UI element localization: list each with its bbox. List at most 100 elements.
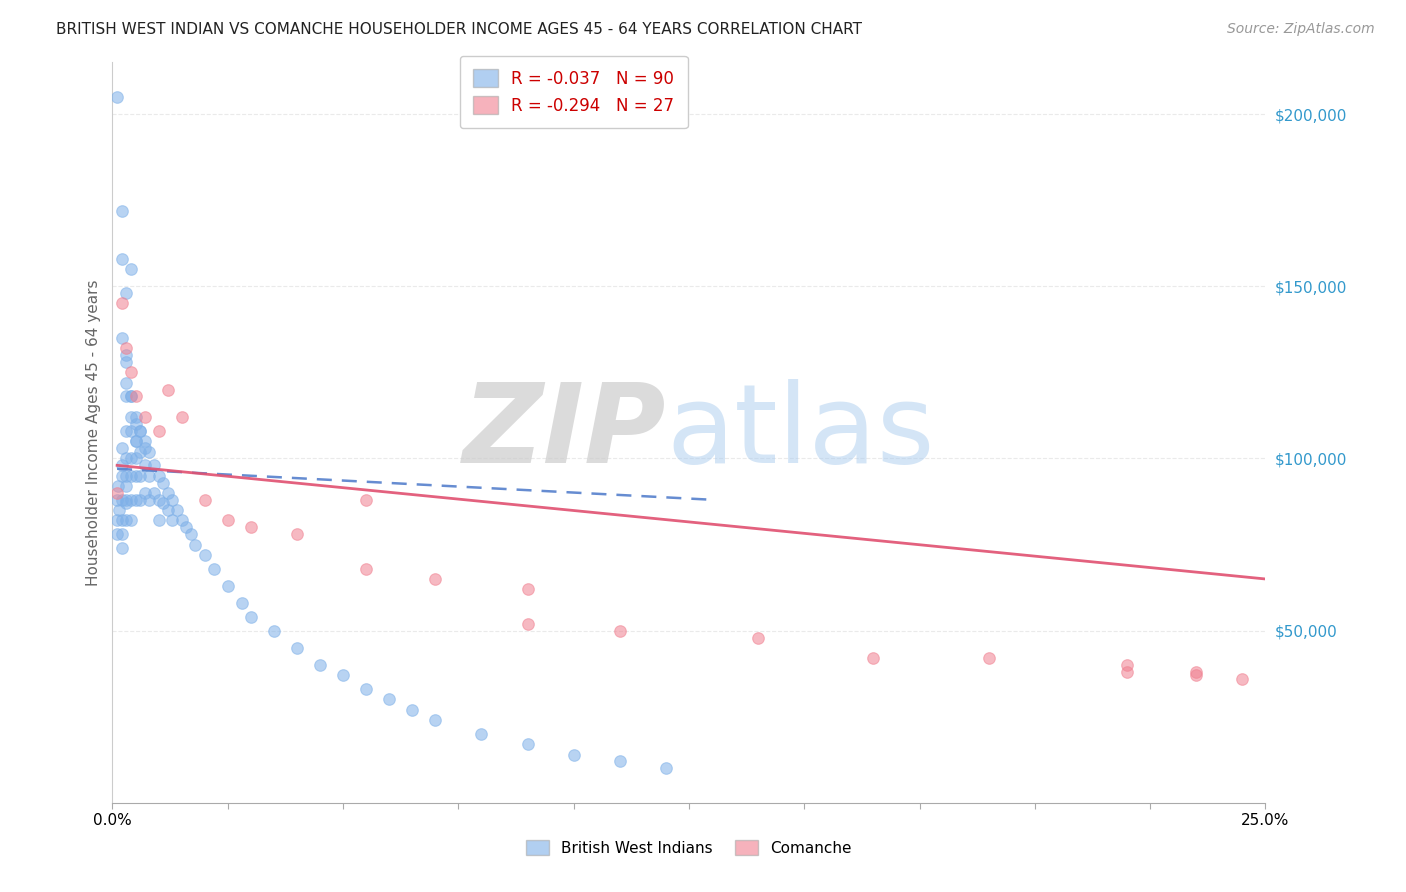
Point <box>239 610 262 624</box>
Point <box>111 203 134 218</box>
Point <box>120 410 142 425</box>
Text: ZIP: ZIP <box>463 379 666 486</box>
Point <box>111 296 134 310</box>
Point <box>115 451 138 466</box>
Point <box>120 451 142 466</box>
Point <box>120 389 142 403</box>
Point <box>115 341 138 355</box>
Point <box>107 479 129 493</box>
Point <box>562 747 585 762</box>
Point <box>655 761 678 775</box>
Point <box>309 658 332 673</box>
Point <box>148 492 170 507</box>
Point <box>170 513 193 527</box>
Point <box>115 468 138 483</box>
Point <box>111 331 134 345</box>
Point <box>120 389 142 403</box>
Point <box>120 262 142 277</box>
Text: atlas: atlas <box>666 379 935 486</box>
Point <box>285 527 308 541</box>
Point <box>138 444 160 458</box>
Point <box>152 475 174 490</box>
Point <box>148 468 170 483</box>
Point <box>105 90 128 104</box>
Point <box>115 286 138 301</box>
Point <box>129 424 152 438</box>
Point <box>202 561 225 575</box>
Point <box>977 651 1000 665</box>
Point <box>354 561 377 575</box>
Point <box>124 492 146 507</box>
Point <box>425 572 447 586</box>
Point <box>115 355 138 369</box>
Y-axis label: Householder Income Ages 45 - 64 years: Householder Income Ages 45 - 64 years <box>86 279 101 586</box>
Point <box>111 252 134 266</box>
Point <box>516 616 538 631</box>
Point <box>1116 665 1139 679</box>
Point <box>124 417 146 431</box>
Point <box>609 624 631 638</box>
Point <box>148 513 170 527</box>
Point <box>162 492 184 507</box>
Point <box>134 434 156 449</box>
Point <box>143 458 166 473</box>
Point <box>124 389 146 403</box>
Point <box>217 513 239 527</box>
Point <box>138 468 160 483</box>
Point <box>166 503 188 517</box>
Point <box>425 713 447 727</box>
Point <box>111 527 134 541</box>
Point <box>354 682 377 697</box>
Point <box>105 486 128 500</box>
Point <box>285 640 308 655</box>
Point <box>239 520 262 534</box>
Point <box>1185 668 1208 682</box>
Point <box>378 692 401 706</box>
Point <box>124 434 146 449</box>
Point <box>111 468 134 483</box>
Point <box>332 668 354 682</box>
Point <box>862 651 884 665</box>
Point <box>105 513 128 527</box>
Text: BRITISH WEST INDIAN VS COMANCHE HOUSEHOLDER INCOME AGES 45 - 64 YEARS CORRELATIO: BRITISH WEST INDIAN VS COMANCHE HOUSEHOL… <box>56 22 862 37</box>
Point <box>111 513 134 527</box>
Point <box>162 513 184 527</box>
Text: Source: ZipAtlas.com: Source: ZipAtlas.com <box>1227 22 1375 37</box>
Point <box>120 424 142 438</box>
Point <box>516 582 538 597</box>
Point <box>194 548 217 562</box>
Point <box>115 389 138 403</box>
Point <box>1116 658 1139 673</box>
Point <box>134 486 156 500</box>
Point <box>194 492 217 507</box>
Point <box>170 410 193 425</box>
Point <box>1185 665 1208 679</box>
Point <box>129 468 152 483</box>
Point <box>609 755 631 769</box>
Point <box>143 486 166 500</box>
Point <box>111 441 134 455</box>
Point <box>124 410 146 425</box>
Point <box>129 444 152 458</box>
Point <box>231 596 253 610</box>
Point <box>115 424 138 438</box>
Point <box>134 441 156 455</box>
Point <box>354 492 377 507</box>
Point <box>115 479 138 493</box>
Point <box>120 513 142 527</box>
Point <box>1232 672 1254 686</box>
Point <box>115 376 138 390</box>
Point <box>747 631 769 645</box>
Point <box>120 468 142 483</box>
Point <box>184 537 207 551</box>
Point <box>516 737 538 751</box>
Point <box>217 579 239 593</box>
Legend: British West Indians, Comanche: British West Indians, Comanche <box>520 834 858 862</box>
Point <box>156 503 179 517</box>
Point <box>156 383 179 397</box>
Point <box>129 492 152 507</box>
Point <box>134 410 156 425</box>
Point <box>120 492 142 507</box>
Point <box>156 486 179 500</box>
Point <box>152 496 174 510</box>
